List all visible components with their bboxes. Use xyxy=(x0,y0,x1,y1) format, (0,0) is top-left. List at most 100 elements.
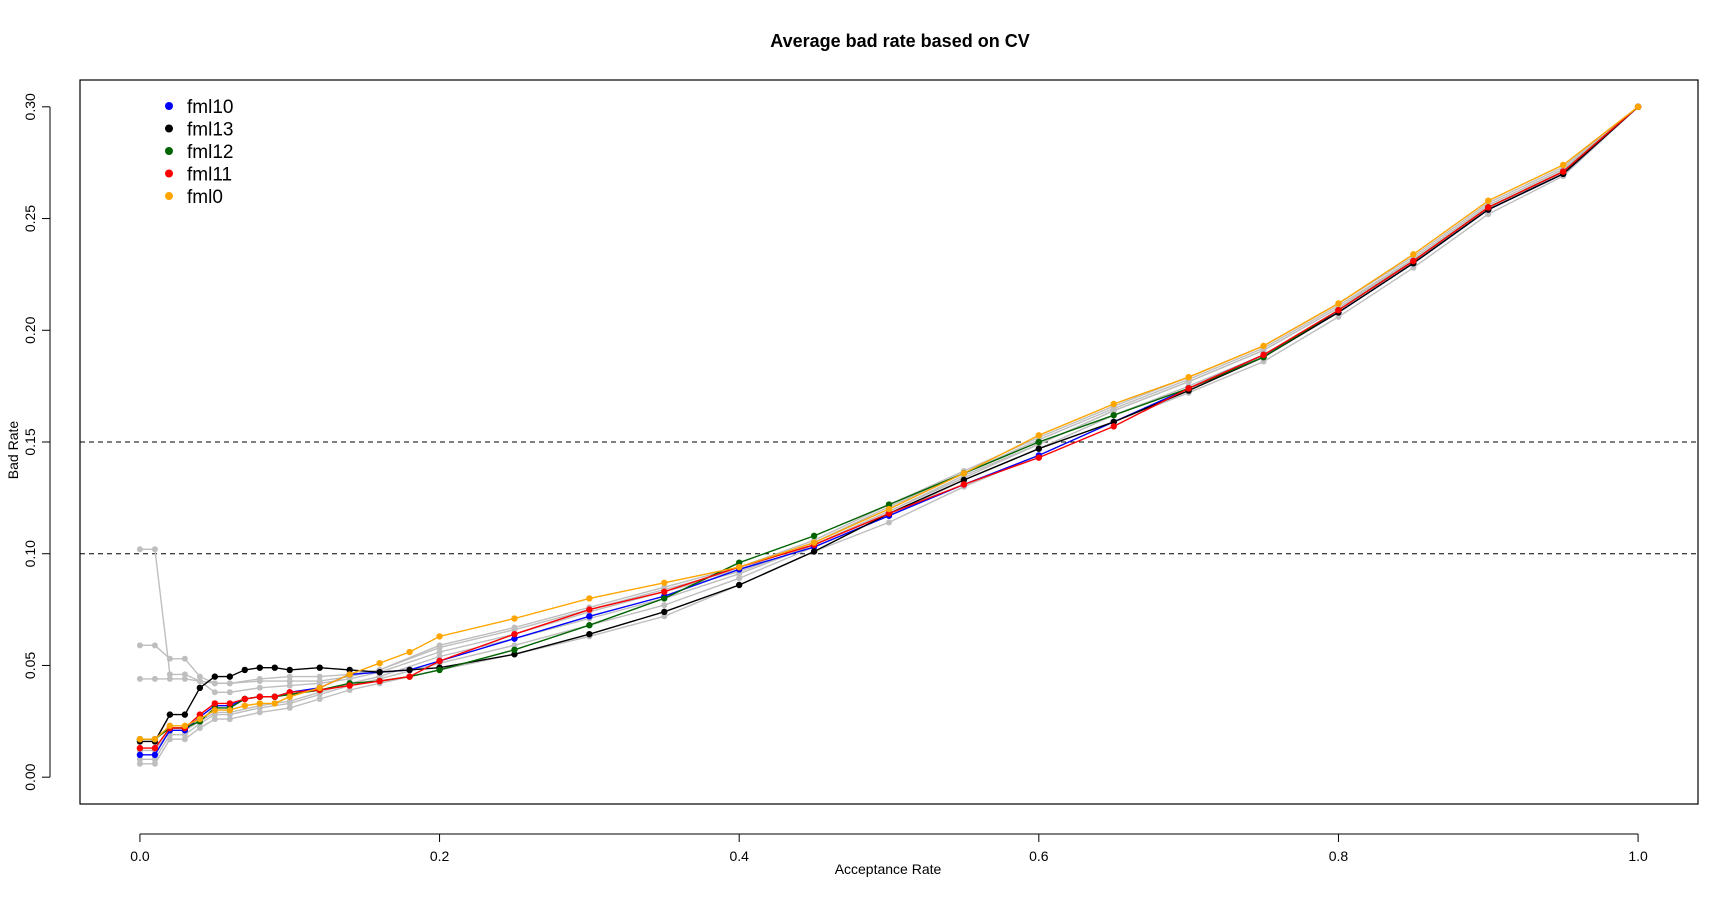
series-fml11-point xyxy=(1185,385,1192,392)
background-series-point xyxy=(136,675,143,682)
background-series-point xyxy=(136,760,143,767)
legend-marker xyxy=(165,147,173,155)
background-series-point xyxy=(436,653,443,660)
series-fml13-point xyxy=(1110,418,1117,426)
series-fml12-point xyxy=(1035,438,1043,446)
series-fml11-point xyxy=(1485,204,1492,211)
series-fml11-line xyxy=(139,106,1639,749)
background-series-point xyxy=(181,655,188,662)
series-fml13-point xyxy=(286,666,293,674)
series-fml12-line xyxy=(139,106,1639,740)
series-fml13-point xyxy=(226,673,234,680)
x-tick-label: 0.8 xyxy=(1329,848,1349,864)
series-fml10-point xyxy=(511,635,518,642)
series-fml0-point xyxy=(1335,300,1342,307)
background-series-point xyxy=(436,642,443,649)
x-tick-label: 0.2 xyxy=(430,848,450,864)
series-fml13-point xyxy=(810,548,818,555)
legend-label: fml10 xyxy=(187,97,233,118)
legend-label: fml11 xyxy=(187,165,232,186)
series-fml11-point xyxy=(885,510,893,517)
series-fml11-point xyxy=(226,700,234,707)
series-fml0-point xyxy=(436,633,443,640)
y-axis-label: Bad Rate xyxy=(5,421,21,480)
highlighted-series xyxy=(136,103,1642,759)
background-series-point xyxy=(196,678,203,685)
background-series-point xyxy=(181,671,188,678)
series-fml13-point xyxy=(1035,445,1043,452)
background-series-point xyxy=(166,655,173,662)
series-fml11-point xyxy=(1035,454,1043,461)
background-series-point xyxy=(316,678,323,685)
series-fml11-point xyxy=(586,606,593,613)
series-fml0-point xyxy=(376,660,383,667)
series-fml0-point xyxy=(511,615,518,622)
series-fml0-point xyxy=(316,684,323,692)
series-fml0-point xyxy=(151,735,159,743)
background-series-point xyxy=(151,760,158,767)
series-fml0-point xyxy=(271,700,278,707)
y-tick-label: 0.00 xyxy=(22,763,38,790)
series-fml11-point xyxy=(960,481,968,488)
series-fml11-point xyxy=(136,744,144,752)
background-series-line xyxy=(139,106,1639,684)
series-fml0-point xyxy=(1110,400,1117,408)
series-fml0-point xyxy=(166,722,174,729)
series-fml13-point xyxy=(211,673,219,680)
background-series-point xyxy=(376,673,383,680)
series-fml11-point xyxy=(1335,306,1342,314)
series-fml0-point xyxy=(885,505,893,513)
series-fml0-point xyxy=(346,671,353,678)
series-fml11-point xyxy=(1110,423,1117,430)
series-fml0-point xyxy=(406,648,413,656)
background-series-point xyxy=(166,671,173,678)
background-series-point xyxy=(1260,358,1267,365)
y-tick-label: 0.15 xyxy=(22,428,38,455)
background-series-point xyxy=(661,602,668,609)
series-fml12-point xyxy=(436,666,443,674)
background-series-point xyxy=(286,673,293,680)
series-fml11-point xyxy=(286,689,293,696)
reference-lines xyxy=(80,441,1698,555)
y-tick-label: 0.10 xyxy=(22,540,38,567)
background-series-point xyxy=(1260,347,1267,354)
series-fml11-point xyxy=(406,673,413,680)
series-fml0-point xyxy=(196,715,204,723)
background-series-point xyxy=(511,624,518,631)
series-fml0-point xyxy=(241,702,248,709)
background-series-line xyxy=(139,106,1639,765)
series-fml13-point xyxy=(181,711,189,718)
series-fml12-point xyxy=(810,532,818,540)
series-fml0-point xyxy=(1559,161,1567,169)
background-series-point xyxy=(166,675,173,682)
background-series-point xyxy=(286,678,293,685)
series-fml13-point xyxy=(241,666,248,674)
background-series-line xyxy=(139,106,1639,752)
series-fml13-point xyxy=(586,630,593,638)
series-fml0-point xyxy=(810,539,818,546)
background-series xyxy=(136,103,1642,767)
background-series-point xyxy=(286,704,293,711)
background-series-point xyxy=(1185,378,1192,385)
background-series-point xyxy=(226,716,233,723)
series-fml13-point xyxy=(735,581,743,589)
legend-label: fml13 xyxy=(187,120,233,141)
background-series-point xyxy=(256,709,263,716)
background-series-point xyxy=(316,673,323,680)
series-fml10-point xyxy=(586,613,593,620)
series-fml11-point xyxy=(661,588,668,595)
series-fml11-point xyxy=(1260,351,1267,359)
series-fml13-point xyxy=(196,684,204,692)
series-fml0-point xyxy=(1410,251,1417,258)
background-series-point xyxy=(661,584,668,591)
background-series-point xyxy=(511,642,518,649)
legend-label: fml0 xyxy=(187,187,223,208)
series-fml12-point xyxy=(885,501,893,508)
series-fml0-point xyxy=(181,722,189,729)
background-series-point xyxy=(181,675,188,682)
series-fml12-point xyxy=(661,595,668,602)
background-series-point xyxy=(151,642,158,649)
